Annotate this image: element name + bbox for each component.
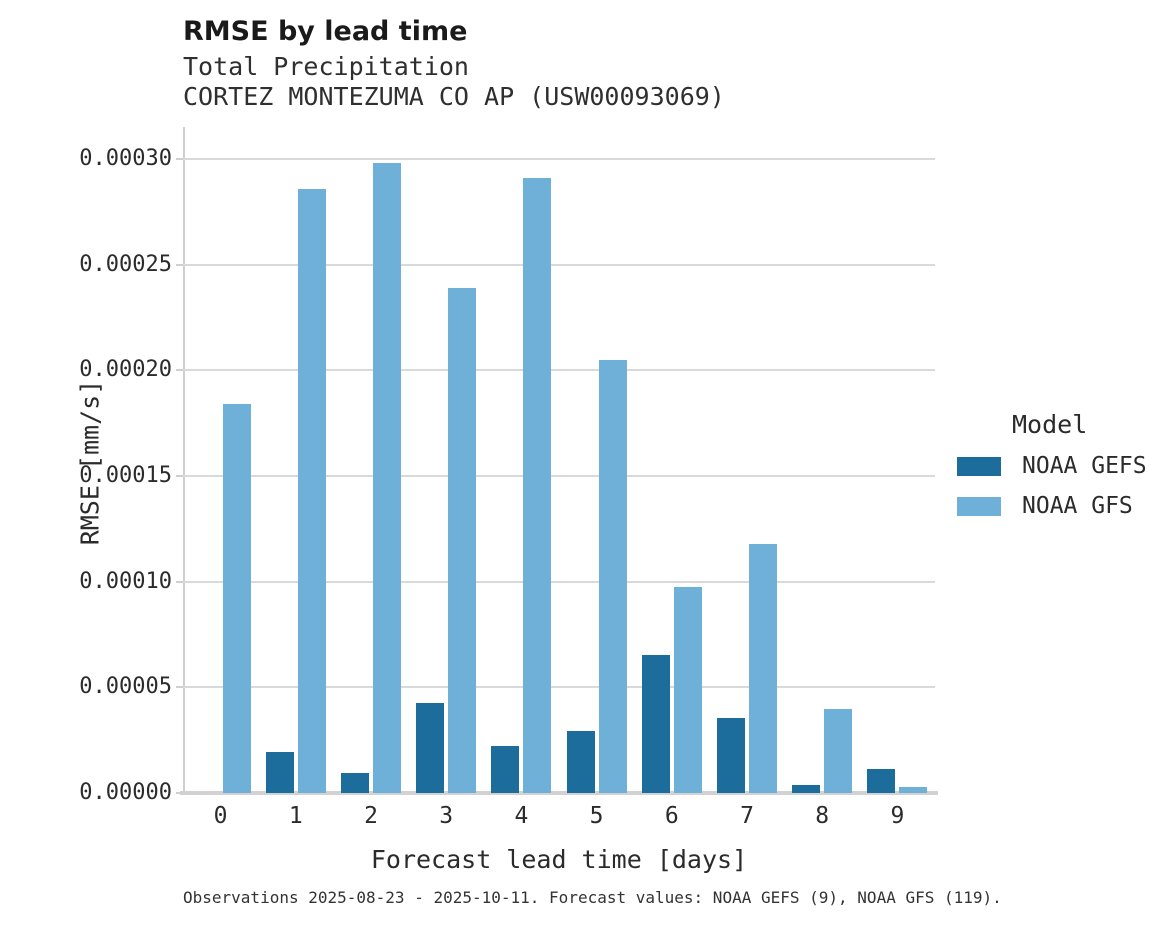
bar-noaa-gfs-lead-0 <box>222 404 251 793</box>
legend-entry-gfs: NOAA GFS <box>957 493 1147 519</box>
bar-noaa-gfs-lead-8 <box>824 708 853 793</box>
gridline <box>183 158 935 160</box>
y-axis-line <box>183 127 185 793</box>
legend-entry-gefs: NOAA GEFS <box>957 453 1147 479</box>
x-tick-label: 7 <box>740 803 754 829</box>
y-axis-tick <box>176 475 183 477</box>
x-tick-label: 0 <box>213 803 228 829</box>
gridline <box>183 475 935 477</box>
bar-group-lead-6 <box>634 127 709 793</box>
chart-subtitle-variable: Total Precipitation <box>183 52 469 81</box>
y-axis-tick <box>176 369 183 372</box>
y-tick-label: 0.00030 <box>79 146 172 171</box>
bar-noaa-gefs-lead-1 <box>265 751 294 793</box>
x-tick-label: 1 <box>288 803 303 829</box>
bar-noaa-gefs-lead-7 <box>716 717 745 793</box>
gridline <box>183 580 935 583</box>
bar-noaa-gefs-lead-3 <box>416 703 445 793</box>
plot-area <box>176 127 938 795</box>
y-tick-label: 0.00020 <box>79 357 172 383</box>
x-tick-label: 5 <box>589 803 604 829</box>
legend-title: Model <box>1012 410 1088 439</box>
legend-label-gefs: NOAA GEFS <box>1022 453 1147 479</box>
x-tick-label: 3 <box>439 803 454 829</box>
y-axis-tick <box>176 158 183 160</box>
bar-noaa-gfs-lead-2 <box>372 163 401 793</box>
bar-noaa-gfs-lead-7 <box>748 543 777 793</box>
y-tick-label: 0.00015 <box>79 463 172 488</box>
bar-noaa-gfs-lead-9 <box>899 787 928 793</box>
x-axis-title: Forecast lead time [days] <box>370 845 748 874</box>
x-tick-label: 2 <box>364 803 378 829</box>
legend-swatch-gefs <box>957 456 1001 476</box>
bar-noaa-gefs-lead-9 <box>867 768 896 793</box>
bar-group-lead-3 <box>409 127 484 793</box>
bar-noaa-gefs-lead-4 <box>491 746 520 793</box>
x-tick-label: 6 <box>664 803 679 829</box>
y-axis-tick <box>176 792 183 794</box>
bar-noaa-gefs-lead-6 <box>641 654 670 793</box>
legend: Model NOAA GEFS NOAA GFS <box>957 410 1147 533</box>
y-tick-label: 0.00000 <box>79 780 172 805</box>
y-tick-label: 0.00010 <box>79 568 172 594</box>
caption: Observations 2025-08-23 - 2025-10-11. Fo… <box>183 888 1002 907</box>
chart-title: RMSE by lead time <box>183 16 468 47</box>
x-tick-label: 4 <box>514 803 529 829</box>
x-tick-label: 8 <box>815 803 830 829</box>
bar-noaa-gfs-lead-1 <box>297 188 326 793</box>
legend-swatch-gfs <box>957 496 1001 516</box>
x-axis-baseline <box>180 791 938 795</box>
y-tick-label: 0.00025 <box>79 251 172 277</box>
y-axis-tick <box>176 263 183 266</box>
bar-noaa-gfs-lead-4 <box>523 178 552 793</box>
y-axis-tick <box>176 580 183 583</box>
gridline <box>183 369 935 372</box>
legend-label-gfs: NOAA GFS <box>1022 493 1133 519</box>
gridline <box>183 263 935 266</box>
bar-noaa-gfs-lead-5 <box>598 359 627 793</box>
bar-noaa-gefs-lead-5 <box>566 731 595 793</box>
bar-noaa-gefs-lead-2 <box>340 772 369 793</box>
y-tick-label: 0.00005 <box>79 674 172 700</box>
gridline <box>183 686 935 689</box>
y-axis-tick <box>176 686 183 689</box>
bar-noaa-gfs-lead-3 <box>448 287 477 793</box>
bar-group-lead-2 <box>333 127 408 793</box>
chart-subtitle-station: CORTEZ MONTEZUMA CO AP (USW00093069) <box>183 82 725 111</box>
bar-noaa-gefs-lead-8 <box>792 785 821 793</box>
bar-group-lead-8 <box>785 127 860 793</box>
bar-group-lead-1 <box>258 127 333 793</box>
bar-group-lead-7 <box>709 127 784 793</box>
bar-noaa-gfs-lead-6 <box>673 586 702 793</box>
bar-group-lead-0 <box>183 127 258 793</box>
x-tick-label: 9 <box>890 803 905 829</box>
bar-group-lead-5 <box>559 127 634 793</box>
bar-group-lead-4 <box>484 127 559 793</box>
bar-group-lead-9 <box>860 127 935 793</box>
